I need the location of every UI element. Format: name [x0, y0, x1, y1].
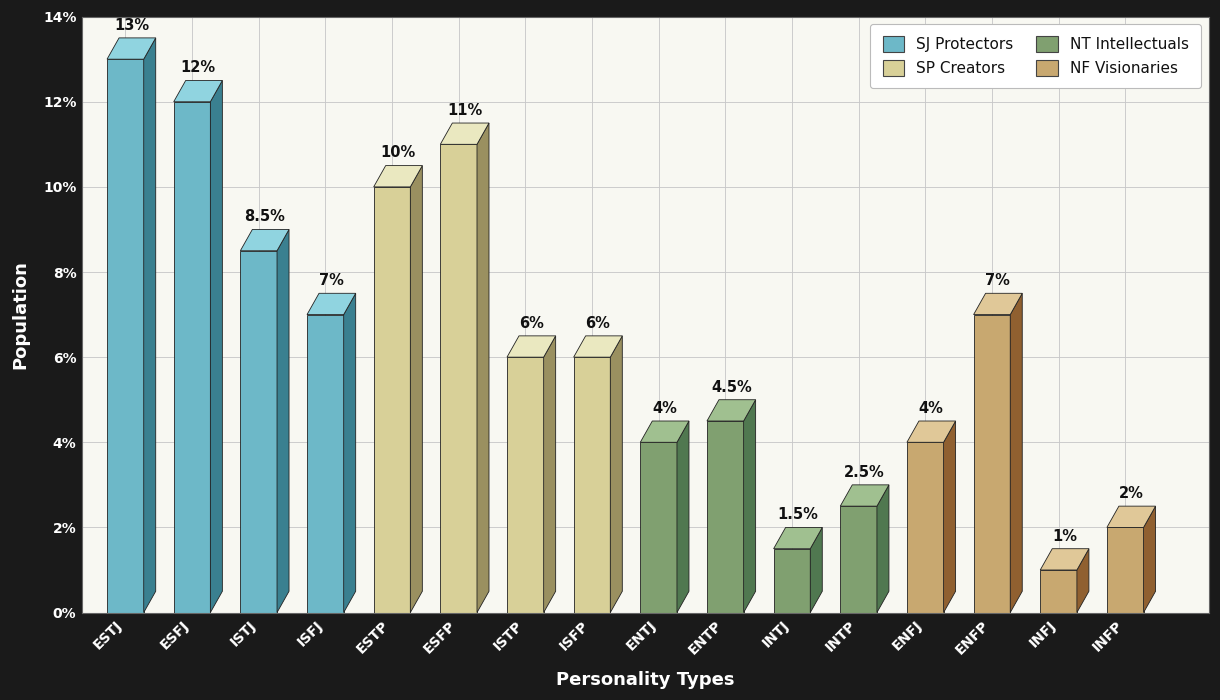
Polygon shape	[373, 166, 422, 187]
Polygon shape	[240, 251, 277, 612]
Text: 1%: 1%	[1052, 528, 1077, 544]
Polygon shape	[277, 230, 289, 612]
Polygon shape	[307, 314, 344, 612]
Polygon shape	[610, 336, 622, 612]
Polygon shape	[906, 442, 943, 612]
Polygon shape	[1041, 570, 1077, 612]
Polygon shape	[877, 485, 889, 612]
Text: 8.5%: 8.5%	[244, 209, 285, 224]
Polygon shape	[410, 166, 422, 612]
Polygon shape	[173, 102, 210, 612]
Polygon shape	[440, 123, 489, 144]
Text: 7%: 7%	[986, 273, 1010, 288]
Polygon shape	[573, 336, 622, 357]
Polygon shape	[210, 80, 222, 612]
Polygon shape	[107, 38, 156, 60]
Polygon shape	[744, 400, 755, 612]
Text: 6%: 6%	[518, 316, 544, 331]
Polygon shape	[706, 400, 755, 421]
Polygon shape	[1107, 527, 1143, 612]
Polygon shape	[440, 144, 477, 612]
Polygon shape	[173, 80, 222, 101]
Polygon shape	[1107, 506, 1155, 527]
Text: 4%: 4%	[653, 401, 677, 416]
Polygon shape	[307, 293, 356, 314]
Text: 4%: 4%	[919, 401, 944, 416]
Polygon shape	[974, 293, 1022, 314]
Polygon shape	[810, 527, 822, 612]
Polygon shape	[240, 230, 289, 251]
Polygon shape	[773, 527, 822, 549]
Text: 6%: 6%	[586, 316, 610, 331]
Polygon shape	[1010, 293, 1022, 612]
Y-axis label: Population: Population	[11, 260, 29, 369]
Polygon shape	[1143, 506, 1155, 612]
Polygon shape	[677, 421, 689, 612]
Text: 13%: 13%	[113, 18, 149, 33]
Legend: SJ Protectors, SP Creators, NT Intellectuals, NF Visionaries: SJ Protectors, SP Creators, NT Intellect…	[870, 25, 1202, 88]
Polygon shape	[508, 357, 544, 612]
Text: 10%: 10%	[381, 146, 416, 160]
Text: 2.5%: 2.5%	[844, 465, 884, 480]
Polygon shape	[943, 421, 955, 612]
Polygon shape	[373, 187, 410, 612]
Polygon shape	[974, 314, 1010, 612]
Text: 4.5%: 4.5%	[711, 379, 752, 395]
Polygon shape	[573, 357, 610, 612]
X-axis label: Personality Types: Personality Types	[556, 671, 734, 689]
Polygon shape	[906, 421, 955, 442]
Polygon shape	[1077, 549, 1089, 612]
Polygon shape	[477, 123, 489, 612]
Polygon shape	[640, 442, 677, 612]
Polygon shape	[773, 549, 810, 612]
Text: 12%: 12%	[181, 60, 216, 76]
Text: 11%: 11%	[447, 103, 482, 118]
Polygon shape	[144, 38, 156, 612]
Polygon shape	[107, 60, 144, 612]
Polygon shape	[1041, 549, 1089, 570]
Polygon shape	[544, 336, 555, 612]
Text: 2%: 2%	[1119, 486, 1143, 501]
Polygon shape	[640, 421, 689, 442]
Polygon shape	[706, 421, 744, 612]
Text: 7%: 7%	[318, 273, 344, 288]
Polygon shape	[841, 485, 889, 506]
Text: 1.5%: 1.5%	[777, 508, 819, 522]
Polygon shape	[344, 293, 356, 612]
Polygon shape	[841, 506, 877, 612]
Polygon shape	[508, 336, 555, 357]
